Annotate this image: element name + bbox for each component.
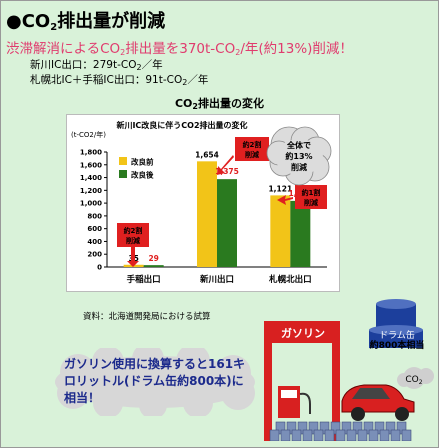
detail-line-shinkawa: 新川IC出口：279t-CO2／年 <box>30 57 163 72</box>
y-tick-label: 1,400 <box>80 174 102 182</box>
detail-line-2-a: 札幌北IC＋手稲IC出口：91t-CO <box>30 74 183 86</box>
source-note: 資料：北海道開発局における試算 <box>83 312 211 322</box>
y-tick-label: 800 <box>87 212 102 220</box>
chart-panel: 新川IC改良に伴うCO2排出量の変化 (t-CO2/年) 0 200 400 600 800… <box>66 114 340 292</box>
detail-line-1-a: 新川IC出口：279t-CO <box>30 59 137 71</box>
data-label: 1,375 <box>215 167 239 176</box>
pump-hose-icon <box>299 392 311 414</box>
headline: 渋滞解消によるCO2排出量を370t-CO2/年(約13%)削減！ <box>6 37 353 57</box>
y-tick-label: 200 <box>87 251 102 259</box>
x-tick-label: 札幌北出口 <box>268 274 312 285</box>
cloud-center <box>275 139 323 175</box>
detail-line-1-b: ／年 <box>141 59 163 71</box>
page-title: ●CO2排出量が削減 <box>6 7 165 33</box>
headline-part-a: 渋滞解消によるCO <box>6 41 121 57</box>
station-pillar-right <box>332 321 340 441</box>
gas-station-illustration: ガソリン ドラム缶 約800本相当 CO2 <box>264 299 434 441</box>
legend-swatch-改良後 <box>119 170 127 178</box>
gas-sign <box>266 321 340 343</box>
chart-heading-subscript: 2 <box>192 102 198 111</box>
y-tick-label: 1,600 <box>80 161 102 169</box>
annotation-box <box>117 223 149 247</box>
annotation-text-line1: 約2割 <box>124 226 143 235</box>
drum-label-1: ドラム缶 <box>379 329 415 341</box>
headline-subscript-1: 2 <box>120 48 126 57</box>
title-prefix: ●CO <box>6 11 51 32</box>
annotation-text-line2: 削減 <box>126 236 140 245</box>
pump-display <box>281 390 297 398</box>
title-suffix: 排出量が削減 <box>57 11 166 32</box>
annotation-text-line1: 約1割 <box>302 188 321 197</box>
headline-part-c: /年(約13%)削減！ <box>240 41 353 57</box>
data-label: 1,654 <box>195 150 219 159</box>
annotation-box <box>235 137 269 161</box>
bar-改良後 <box>290 200 311 267</box>
y-tick-label: 400 <box>87 238 102 246</box>
annotation-text-line2: 削減 <box>245 150 259 159</box>
y-tick-label: 1,200 <box>80 187 102 195</box>
co2-cloud-icon <box>397 367 434 389</box>
title-subscript: 2 <box>50 22 58 33</box>
annotation-arrow <box>217 155 234 175</box>
cloud-text: 全体で <box>286 140 311 150</box>
co2-label: CO2 <box>405 375 422 386</box>
headline-part-b: 排出量を370t-CO <box>125 41 236 57</box>
y-tick-label: 1,000 <box>80 200 102 208</box>
station-pillar-left <box>264 321 272 441</box>
x-tick-label: 手稲出口 <box>127 274 161 285</box>
bar-改良前 <box>270 195 291 267</box>
x-tick-label: 新川出口 <box>200 274 234 285</box>
annotation-text-line1: 約2割 <box>243 140 262 149</box>
data-label: 29 <box>148 254 158 263</box>
bar-改良前 <box>197 161 217 267</box>
y-tick-label: 1,800 <box>80 149 102 157</box>
detail-line-2-sub: 2 <box>182 78 188 87</box>
annotation-text-line2: 削減 <box>304 198 318 207</box>
car-icon <box>341 384 415 421</box>
bar-chart: 新川IC改良に伴うCO2排出量の変化 (t-CO2/年) 0 200 400 600 800… <box>71 120 332 285</box>
chart-title: 新川IC改良に伴うCO2排出量の変化 <box>116 120 247 130</box>
cloud-text: 約13% <box>285 151 312 161</box>
legend-label: 改良前 <box>131 157 154 167</box>
gas-sign-label: ガソリン <box>281 326 325 340</box>
chart-heading-suffix: 排出量の変化 <box>198 97 264 110</box>
drum-stack-icon <box>369 299 423 348</box>
annotation-arrow <box>277 195 293 205</box>
data-label: 1,121 <box>268 184 292 193</box>
callout-cloud <box>55 348 255 416</box>
detail-line-sapporo-kita: 札幌北IC＋手稲IC出口：91t-CO2／年 <box>30 72 208 87</box>
drum-rows-icon <box>269 421 412 441</box>
legend-swatch-改良前 <box>119 157 127 165</box>
bar-改良後 <box>217 179 237 267</box>
detail-line-2-b: ／年 <box>187 74 209 86</box>
chart-heading: CO2排出量の変化 <box>0 95 439 111</box>
detail-line-1-sub: 2 <box>136 63 142 72</box>
callout-text: ガソリン使用に換算すると161キロリットル(ドラム缶約800本)に相当！ <box>64 357 246 405</box>
legend-label: 改良後 <box>131 170 154 180</box>
headline-subscript-2: 2 <box>235 48 241 57</box>
chart-heading-prefix: CO <box>174 97 193 110</box>
annotation-arrow <box>127 247 139 267</box>
bar-改良後 <box>143 265 164 267</box>
annotation-box <box>295 185 327 209</box>
y-axis-label: (t-CO2/年) <box>71 130 106 139</box>
y-tick-label: 0 <box>97 264 102 272</box>
y-tick-label: 600 <box>87 225 102 233</box>
cloud-text: 削減 <box>291 162 307 172</box>
drum-label-2: 約800本相当 <box>370 339 425 351</box>
